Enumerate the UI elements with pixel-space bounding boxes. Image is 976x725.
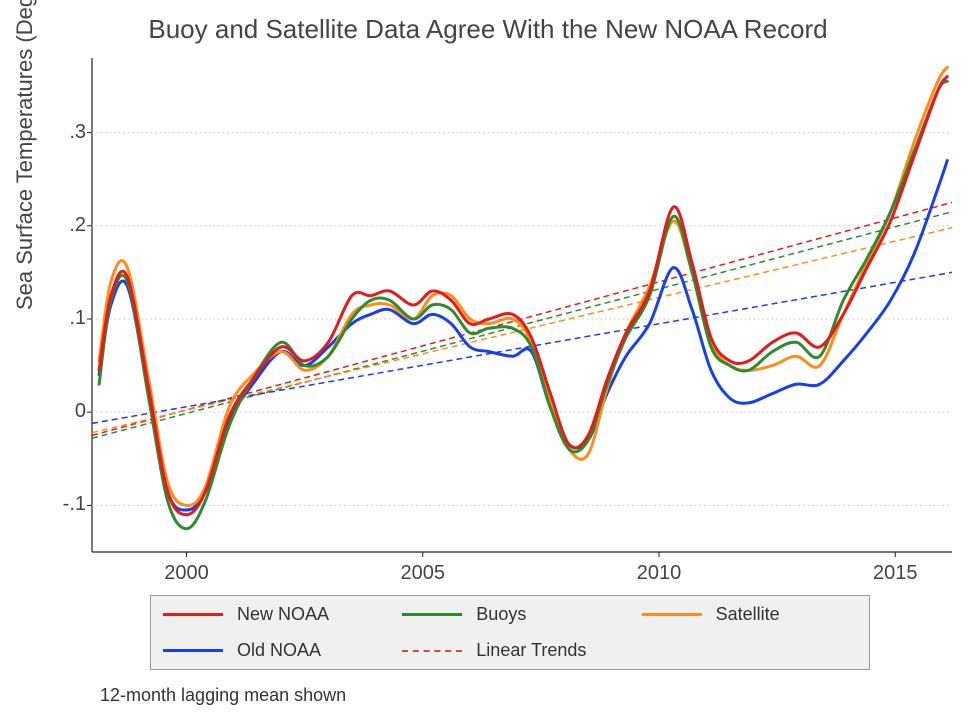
legend-row: Old NOAA Linear Trends <box>151 633 869 670</box>
series-line-satellite <box>99 67 947 505</box>
legend-label: New NOAA <box>237 604 329 625</box>
series-line-buoys <box>99 81 947 528</box>
x-tick-label: 2005 <box>401 562 446 585</box>
legend-row: New NOAA Buoys Satellite <box>151 596 869 633</box>
legend-item-old_noaa: Old NOAA <box>151 640 390 661</box>
legend-item-trends: Linear Trends <box>390 640 629 661</box>
legend-swatch <box>402 613 462 616</box>
legend-label: Buoys <box>476 604 526 625</box>
y-tick-label: .3 <box>6 121 86 144</box>
legend-swatch <box>163 649 223 652</box>
chart-title: Buoy and Satellite Data Agree With the N… <box>0 14 976 45</box>
legend-item-buoys: Buoys <box>390 604 629 625</box>
legend-item-new_noaa: New NOAA <box>151 604 390 625</box>
legend-label: Old NOAA <box>237 640 321 661</box>
trend-line-old_noaa <box>92 272 952 423</box>
y-tick-label: 0 <box>6 400 86 423</box>
x-tick-label: 2000 <box>164 562 209 585</box>
y-tick-labels: -.1 0 .1 .2 .3 <box>0 0 86 725</box>
legend-item-satellite: Satellite <box>630 604 869 625</box>
y-tick-label: .2 <box>6 214 86 237</box>
legend-swatch <box>402 650 462 652</box>
legend-label: Linear Trends <box>476 640 586 661</box>
legend-label: Satellite <box>716 604 780 625</box>
chart-container: Buoy and Satellite Data Agree With the N… <box>0 0 976 725</box>
chart-footnote: 12-month lagging mean shown <box>100 685 346 706</box>
legend: New NOAA Buoys Satellite Old NOAA Linear Tre… <box>150 595 870 670</box>
y-tick-label: -.1 <box>6 493 86 516</box>
trend-line-satellite <box>92 228 952 433</box>
x-tick-label: 2010 <box>637 562 682 585</box>
series-line-new_noaa <box>99 77 947 515</box>
legend-swatch <box>163 613 223 616</box>
legend-swatch <box>642 613 702 616</box>
y-tick-label: .1 <box>6 307 86 330</box>
x-tick-label: 2015 <box>873 562 918 585</box>
